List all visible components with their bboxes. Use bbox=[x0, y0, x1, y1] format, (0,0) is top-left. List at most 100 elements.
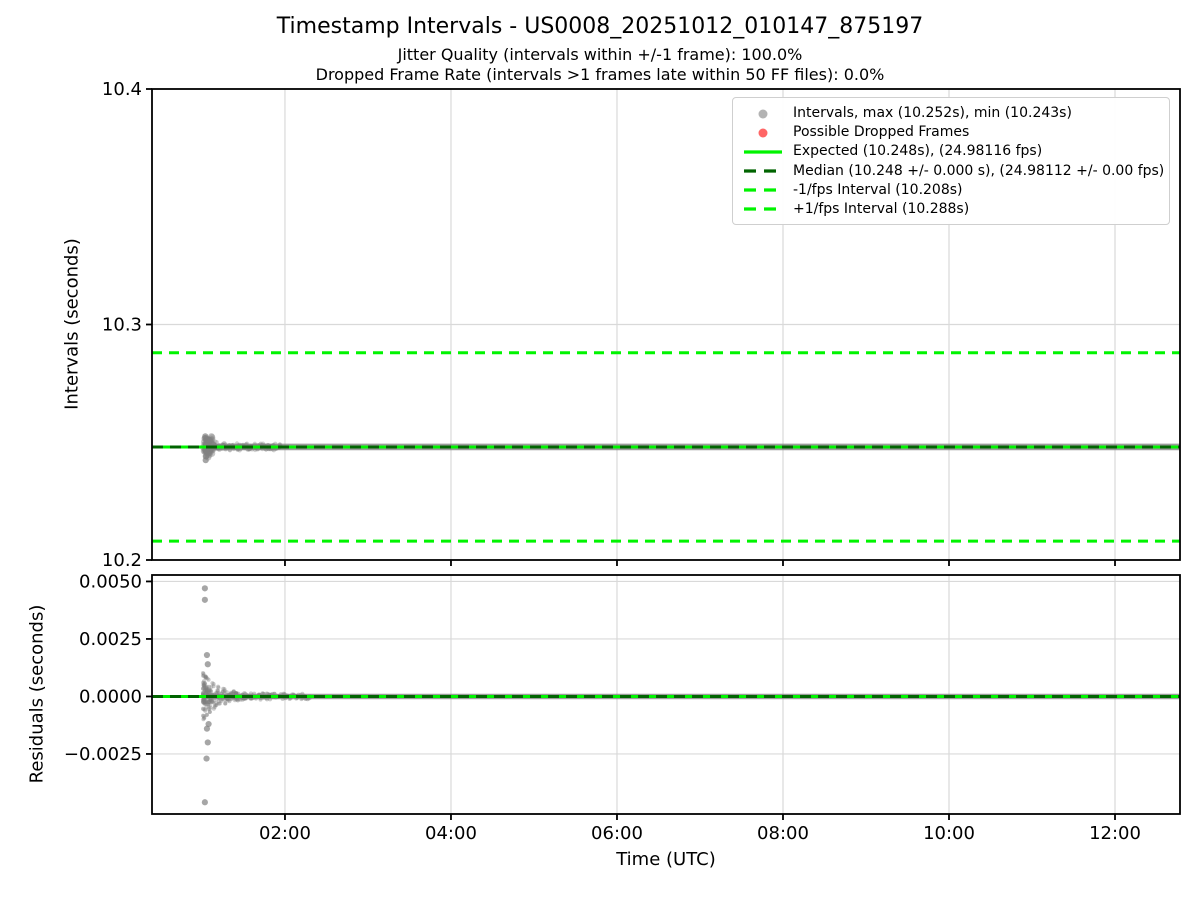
scatter-point bbox=[305, 697, 310, 702]
scatter-point bbox=[273, 441, 278, 446]
scatter-point bbox=[210, 700, 215, 705]
scatter-point bbox=[222, 698, 227, 703]
legend-item: Median (10.248 +/- 0.000 s), (24.98112 +… bbox=[741, 162, 1164, 181]
legend-line-marker-icon bbox=[741, 164, 785, 178]
scatter-point bbox=[202, 701, 207, 706]
scatter-point bbox=[202, 690, 207, 695]
scatter-point bbox=[209, 689, 214, 694]
scatter-point bbox=[201, 447, 209, 455]
scatter-point bbox=[206, 447, 214, 454]
legend-dot-marker-icon bbox=[741, 126, 785, 140]
scatter-point bbox=[208, 450, 216, 457]
scatter-point bbox=[203, 725, 211, 732]
scatter-point bbox=[205, 712, 210, 717]
scatter-point bbox=[207, 699, 212, 704]
scatter-point bbox=[206, 446, 214, 454]
scatter-point bbox=[225, 697, 230, 702]
scatter-point bbox=[206, 691, 211, 696]
scatter-point bbox=[235, 697, 240, 702]
scatter-point bbox=[228, 690, 233, 695]
scatter-point bbox=[201, 799, 208, 806]
scatter-point bbox=[203, 755, 210, 762]
scatter-point bbox=[202, 701, 207, 706]
scatter-point bbox=[208, 449, 213, 454]
scatter-point bbox=[215, 688, 220, 693]
legend-item: Possible Dropped Frames bbox=[741, 123, 1161, 142]
scatter-point bbox=[205, 447, 210, 453]
scatter-point bbox=[204, 686, 209, 691]
legend-line-marker-icon bbox=[741, 202, 785, 216]
scatter-point bbox=[219, 699, 224, 704]
scatter-point bbox=[202, 683, 207, 688]
scatter-point bbox=[223, 701, 228, 706]
scatter-point bbox=[264, 691, 269, 696]
scatter-point bbox=[299, 697, 304, 702]
scatter-point bbox=[216, 684, 221, 689]
x-axis-label-time-utc: Time (UTC) bbox=[616, 849, 716, 870]
scatter-point bbox=[252, 441, 258, 447]
scatter-point bbox=[248, 691, 253, 696]
scatter-point bbox=[206, 702, 211, 707]
scatter-point bbox=[201, 671, 206, 676]
scatter-point bbox=[207, 703, 212, 708]
scatter-point bbox=[258, 441, 264, 446]
scatter-point bbox=[216, 699, 221, 704]
scatter-point bbox=[260, 691, 265, 696]
scatter-point bbox=[202, 700, 207, 705]
legend-item: Expected (10.248s), (24.98116 fps) bbox=[741, 142, 1161, 161]
scatter-point bbox=[201, 682, 206, 687]
scatter-point bbox=[204, 440, 210, 446]
scatter-point bbox=[201, 585, 208, 592]
scatter-point bbox=[204, 439, 211, 447]
scatter-point bbox=[202, 697, 207, 702]
scatter-point bbox=[204, 690, 209, 695]
y-tick-label: 10.3 bbox=[102, 315, 142, 336]
scatter-point bbox=[244, 441, 250, 446]
scatter-point bbox=[228, 697, 233, 702]
scatter-point bbox=[220, 697, 225, 702]
scatter-point bbox=[208, 697, 213, 702]
scatter-point bbox=[226, 697, 231, 702]
scatter-point bbox=[207, 436, 215, 443]
scatter-point bbox=[204, 447, 212, 455]
scatter-point bbox=[234, 441, 240, 446]
scatter-point bbox=[232, 698, 237, 703]
scatter-point bbox=[203, 651, 211, 659]
scatter-point bbox=[209, 684, 214, 689]
scatter-point bbox=[206, 700, 211, 705]
scatter-point bbox=[202, 715, 207, 720]
scatter-point bbox=[201, 683, 206, 688]
scatter-point bbox=[227, 447, 233, 452]
scatter-point bbox=[205, 448, 213, 455]
scatter-point bbox=[201, 596, 208, 603]
scatter-point bbox=[202, 697, 207, 702]
scatter-point bbox=[204, 690, 209, 695]
scatter-point bbox=[271, 447, 277, 453]
scatter-point bbox=[202, 681, 207, 686]
scatter-point bbox=[280, 696, 285, 701]
scatter-point bbox=[215, 690, 220, 695]
scatter-point bbox=[261, 691, 266, 696]
scatter-point bbox=[212, 705, 217, 710]
y-tick-label: 0.0000 bbox=[79, 686, 142, 707]
scatter-point bbox=[202, 447, 207, 453]
scatter-point bbox=[201, 683, 206, 688]
scatter-point bbox=[207, 687, 212, 692]
legend-item-label: Possible Dropped Frames bbox=[793, 124, 970, 141]
y-axis-label-residuals: Residuals (seconds) bbox=[26, 604, 48, 784]
scatter-point bbox=[201, 699, 206, 704]
scatter-point bbox=[202, 699, 207, 704]
scatter-point bbox=[231, 689, 236, 694]
scatter-point bbox=[204, 448, 211, 455]
subtitle-jitter-quality: Jitter Quality (intervals within +/-1 fr… bbox=[397, 45, 803, 64]
scatter-point bbox=[216, 701, 221, 706]
scatter-point bbox=[204, 684, 209, 689]
scatter-point bbox=[216, 685, 221, 690]
scatter-point bbox=[242, 691, 247, 696]
scatter-point bbox=[203, 688, 208, 693]
scatter-point bbox=[240, 697, 245, 702]
scatter-point bbox=[200, 447, 208, 455]
scatter-point bbox=[209, 438, 215, 444]
legend-item-label: +1/fps Interval (10.288s) bbox=[793, 200, 970, 217]
scatter-point bbox=[214, 690, 219, 695]
